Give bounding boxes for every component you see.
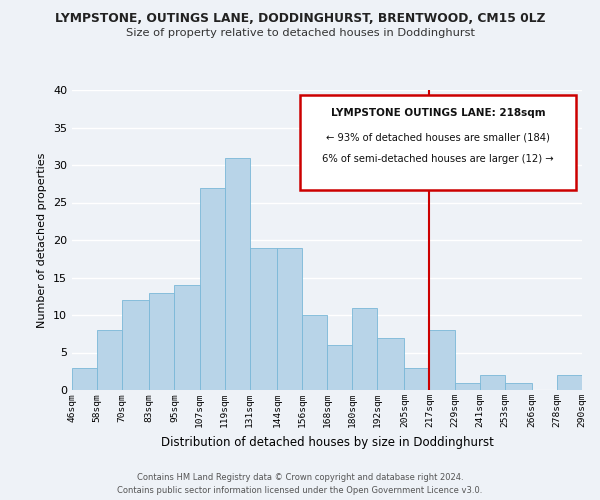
Text: 6% of semi-detached houses are larger (12) →: 6% of semi-detached houses are larger (1…	[322, 154, 554, 164]
Bar	[455, 382, 479, 390]
Bar	[277, 248, 302, 390]
Bar	[97, 330, 122, 390]
Text: ← 93% of detached houses are smaller (184): ← 93% of detached houses are smaller (18…	[326, 132, 550, 142]
Bar	[430, 330, 455, 390]
Text: Size of property relative to detached houses in Doddinghurst: Size of property relative to detached ho…	[125, 28, 475, 38]
Bar	[72, 368, 97, 390]
Bar	[557, 375, 582, 390]
Bar	[352, 308, 377, 390]
Bar	[149, 292, 175, 390]
Bar	[224, 158, 250, 390]
Bar	[479, 375, 505, 390]
Text: LYMPSTONE, OUTINGS LANE, DODDINGHURST, BRENTWOOD, CM15 0LZ: LYMPSTONE, OUTINGS LANE, DODDINGHURST, B…	[55, 12, 545, 26]
Bar	[175, 285, 199, 390]
Bar	[505, 382, 532, 390]
Text: Contains HM Land Registry data © Crown copyright and database right 2024.
Contai: Contains HM Land Registry data © Crown c…	[118, 474, 482, 495]
Bar	[122, 300, 149, 390]
Y-axis label: Number of detached properties: Number of detached properties	[37, 152, 47, 328]
Bar	[404, 368, 430, 390]
X-axis label: Distribution of detached houses by size in Doddinghurst: Distribution of detached houses by size …	[161, 436, 493, 448]
Bar	[199, 188, 224, 390]
Bar	[302, 315, 327, 390]
Text: LYMPSTONE OUTINGS LANE: 218sqm: LYMPSTONE OUTINGS LANE: 218sqm	[331, 108, 545, 118]
Bar	[250, 248, 277, 390]
Bar	[327, 345, 352, 390]
Bar	[377, 338, 404, 390]
